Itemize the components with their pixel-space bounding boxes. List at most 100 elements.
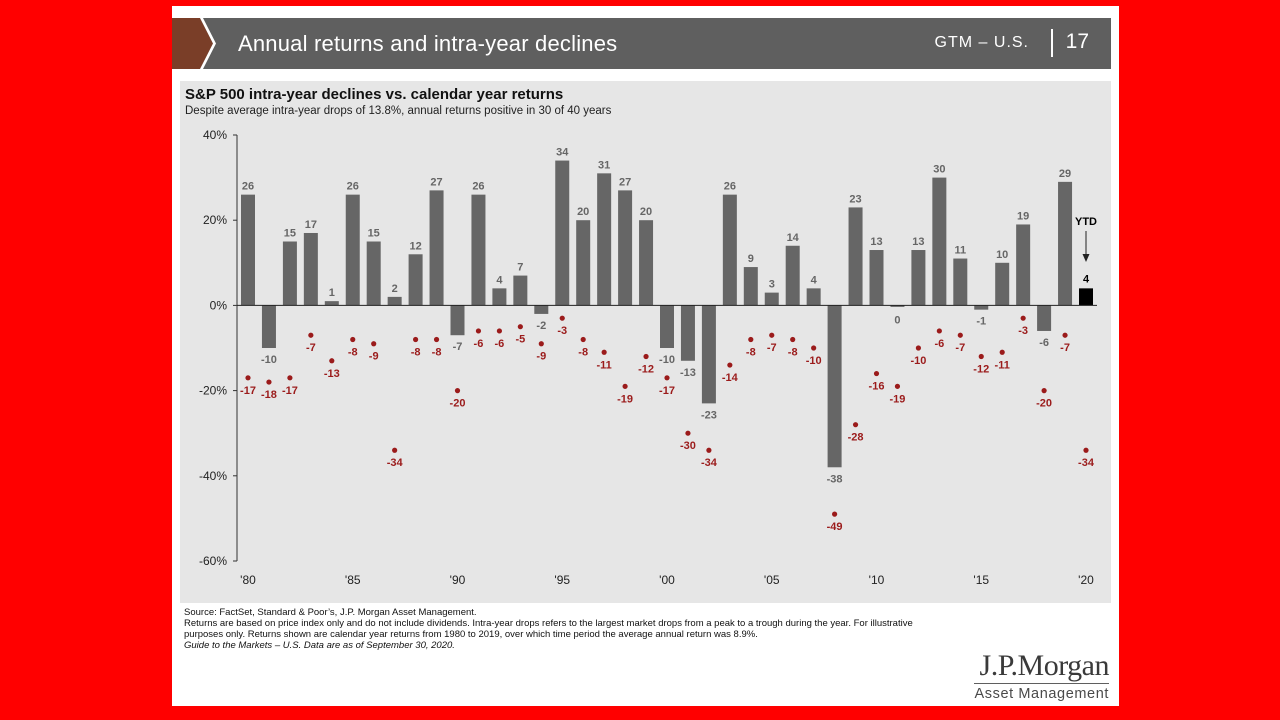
return-bar — [680, 305, 695, 361]
decline-dot — [999, 349, 1005, 355]
return-bar — [869, 250, 884, 306]
return-bar — [848, 207, 863, 306]
decline-dot — [727, 362, 733, 368]
decline-label: -8 — [411, 346, 421, 358]
return-bar — [785, 245, 800, 306]
ytd-bar — [1079, 288, 1093, 306]
decline-label: -7 — [767, 342, 777, 354]
return-label: 0 — [894, 314, 900, 326]
decline-dot — [580, 336, 586, 343]
decline-label: -10 — [910, 355, 926, 367]
return-label: 26 — [242, 181, 254, 193]
return-bar — [1058, 181, 1073, 306]
decline-label: -14 — [722, 372, 739, 384]
return-bar — [345, 194, 360, 306]
return-label: 9 — [748, 253, 754, 265]
return-bar — [618, 190, 633, 306]
y-tick-label: -40% — [199, 469, 227, 483]
decline-dot — [811, 345, 817, 351]
return-label: 1 — [329, 287, 335, 299]
decline-label: -17 — [240, 385, 256, 397]
return-bar — [576, 220, 591, 306]
decline-label: -20 — [450, 398, 466, 410]
logo-subtitle: Asset Management — [974, 686, 1109, 702]
decline-label: -18 — [261, 389, 277, 401]
chevron-icon — [172, 18, 216, 69]
decline-dot — [350, 336, 356, 343]
decline-dot — [873, 370, 880, 377]
decline-label: -34 — [1078, 457, 1095, 469]
return-label: 23 — [849, 193, 861, 205]
slide: Annual returns and intra-year declines G… — [172, 6, 1119, 706]
return-label: -10 — [261, 354, 277, 366]
return-bar — [932, 177, 947, 306]
decline-dot — [601, 349, 607, 355]
return-label: -2 — [536, 320, 546, 332]
return-label: 26 — [724, 181, 736, 193]
return-label: 15 — [368, 228, 380, 240]
chart-panel: 40% 20% 0% -20% -40% -60% 26 -10 15 17 1 26 15 2 12 27-… — [180, 81, 1111, 603]
decline-dot — [266, 379, 272, 385]
return-bar — [282, 241, 297, 306]
return-label: 13 — [870, 236, 882, 248]
jpmorgan-logo: J.P.Morgan Asset Management — [974, 651, 1109, 702]
footnote-source: Source: FactSet, Standard & Poor’s, J.P.… — [184, 607, 477, 618]
x-tick-label: '85 — [345, 573, 361, 587]
decline-dot — [832, 511, 838, 517]
return-bar — [261, 305, 276, 348]
decline-label: -30 — [680, 440, 696, 452]
chart: 40%20%0%-20%-40%-60%26-1015171261521227-… — [199, 128, 1097, 587]
footnote-guide: Guide to the Markets – U.S. Data are as … — [184, 640, 455, 651]
decline-dot — [517, 324, 523, 330]
return-label: 17 — [305, 219, 317, 231]
decline-label: -13 — [324, 368, 340, 380]
decline-label: -49 — [827, 521, 843, 533]
decline-label: -17 — [282, 385, 298, 397]
return-bar — [429, 190, 444, 306]
ytd-arrow-head — [1082, 254, 1090, 262]
decline-dot — [287, 375, 293, 381]
y-tick-label: 40% — [203, 128, 227, 142]
return-bar — [890, 305, 905, 307]
return-label: -1 — [976, 316, 986, 328]
decline-dot — [978, 353, 984, 360]
return-bar — [241, 194, 255, 306]
decline-label: -34 — [701, 457, 718, 469]
x-tick-label: '15 — [973, 573, 989, 587]
return-bar — [324, 301, 339, 306]
decline-label: -12 — [638, 364, 654, 376]
return-label: -23 — [701, 409, 717, 421]
decline-label: -5 — [515, 334, 525, 346]
return-bar — [303, 232, 318, 306]
decline-dot — [643, 353, 649, 360]
return-label: -10 — [659, 354, 675, 366]
slide-title: Annual returns and intra-year declines — [238, 31, 618, 56]
return-label: -6 — [1039, 337, 1049, 349]
return-label: 19 — [1017, 210, 1029, 222]
decline-label: -6 — [474, 338, 484, 350]
return-label: 30 — [933, 164, 945, 176]
footnote-note: Returns are based on price index only an… — [184, 618, 913, 640]
return-bar — [1037, 305, 1052, 331]
return-label: 27 — [430, 176, 442, 188]
decline-label: -9 — [369, 351, 379, 363]
decline-label: -11 — [995, 359, 1010, 371]
decline-label: -6 — [495, 338, 505, 350]
return-bar — [743, 267, 758, 306]
decline-dot — [538, 341, 544, 347]
decline-dot — [852, 422, 859, 428]
decline-label: -6 — [934, 338, 944, 350]
decline-label: -3 — [557, 325, 567, 337]
return-label: 34 — [556, 147, 569, 159]
chart-subtitle: Despite average intra-year drops of 13.8… — [185, 105, 612, 117]
decline-label: -8 — [432, 346, 442, 358]
return-bar — [387, 296, 402, 306]
decline-label: -12 — [973, 364, 989, 376]
return-bar — [450, 305, 465, 336]
return-label: -7 — [453, 341, 463, 353]
return-bar — [555, 160, 570, 306]
return-label: -38 — [827, 473, 843, 485]
decline-dot — [1062, 332, 1068, 338]
return-label: 26 — [472, 181, 484, 193]
decline-label: -16 — [869, 381, 885, 393]
